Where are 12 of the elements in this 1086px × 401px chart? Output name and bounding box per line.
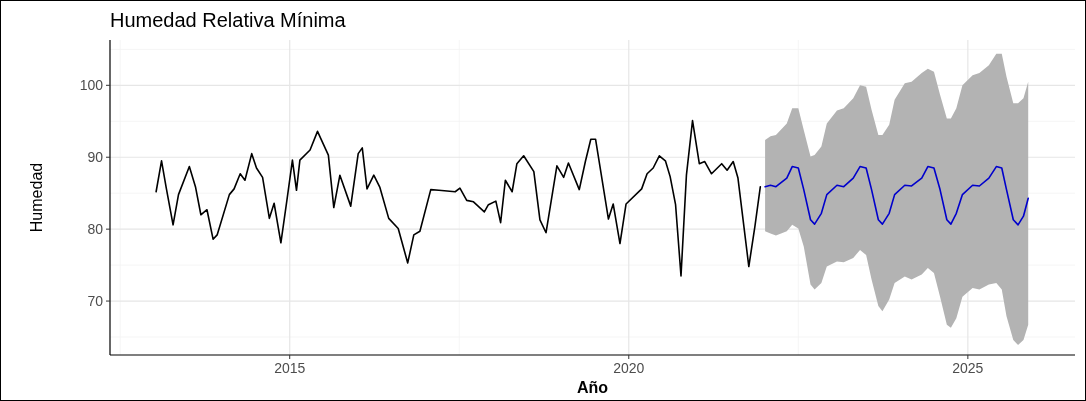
x-tick-label: 2020 — [613, 360, 645, 376]
x-tick-label: 2015 — [274, 360, 306, 376]
line-series — [155, 119, 762, 277]
x-axis-title: Año — [576, 379, 609, 396]
line-series — [764, 165, 1030, 226]
y-axis-title: Humedad — [28, 162, 45, 233]
y-tick-label: 70 — [87, 292, 104, 309]
y-tick-label: 80 — [87, 221, 104, 238]
chart-title: Humedad Relativa Mínima — [110, 9, 347, 31]
y-tick-label: 100 — [79, 77, 104, 94]
y-tick-label: 90 — [87, 149, 104, 166]
x-tick-label: 2025 — [952, 360, 984, 376]
